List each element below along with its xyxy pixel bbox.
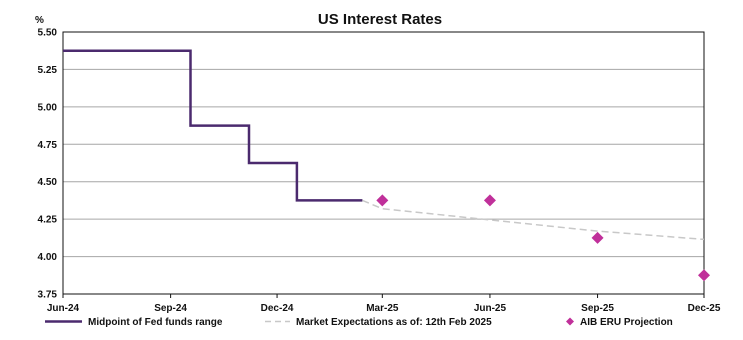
y-tick-label: 4.75 [38,140,58,151]
aib-projection-point [591,231,604,244]
fed-funds-midpoint-line [63,49,363,202]
y-tick-label: 3.75 [38,290,58,301]
x-tick-label: Sep-25 [581,303,614,314]
x-tick-label: Jun-24 [47,303,80,314]
y-axis-unit-label: % [35,15,44,26]
legend-swatch-aib-projection [566,317,574,326]
y-tick-label: 5.25 [38,65,58,76]
series-layer [63,49,710,282]
aib-projection-point [698,269,710,282]
aib-projection-point [483,194,496,207]
y-tick-label: 4.00 [38,252,58,263]
x-axis-ticks: Jun-24 Sep-24 Dec-24 Mar-25 Jun-25 Sep-25 Dec-… [47,294,721,314]
y-tick-label: 4.50 [38,177,58,188]
x-tick-label: Dec-24 [261,303,294,314]
x-tick-label: Mar-25 [366,303,399,314]
x-tick-label: Jun-25 [474,303,507,314]
y-tick-label: 4.25 [38,215,58,226]
y-tick-label: 5.00 [38,102,58,113]
gridlines [63,68,704,258]
legend-entry-label: AIB ERU Projection [580,317,673,328]
plot-area-frame [62,31,705,295]
legend: Midpoint of Fed funds range Market Expect… [45,317,673,328]
y-axis-ticks: 5.50 5.25 5.00 4.75 4.50 4.25 4.00 3.75 [38,28,58,301]
y-tick-label: 5.50 [38,28,58,39]
legend-entry-label: Midpoint of Fed funds range [88,317,223,328]
market-expectations-line [362,199,705,241]
legend-entry-label: Market Expectations as of: 12th Feb 2025 [296,317,492,328]
aib-projection-point [376,194,389,207]
x-tick-label: Dec-25 [688,303,721,314]
x-tick-label: Sep-24 [154,303,187,314]
chart-title: US Interest Rates [318,11,442,28]
